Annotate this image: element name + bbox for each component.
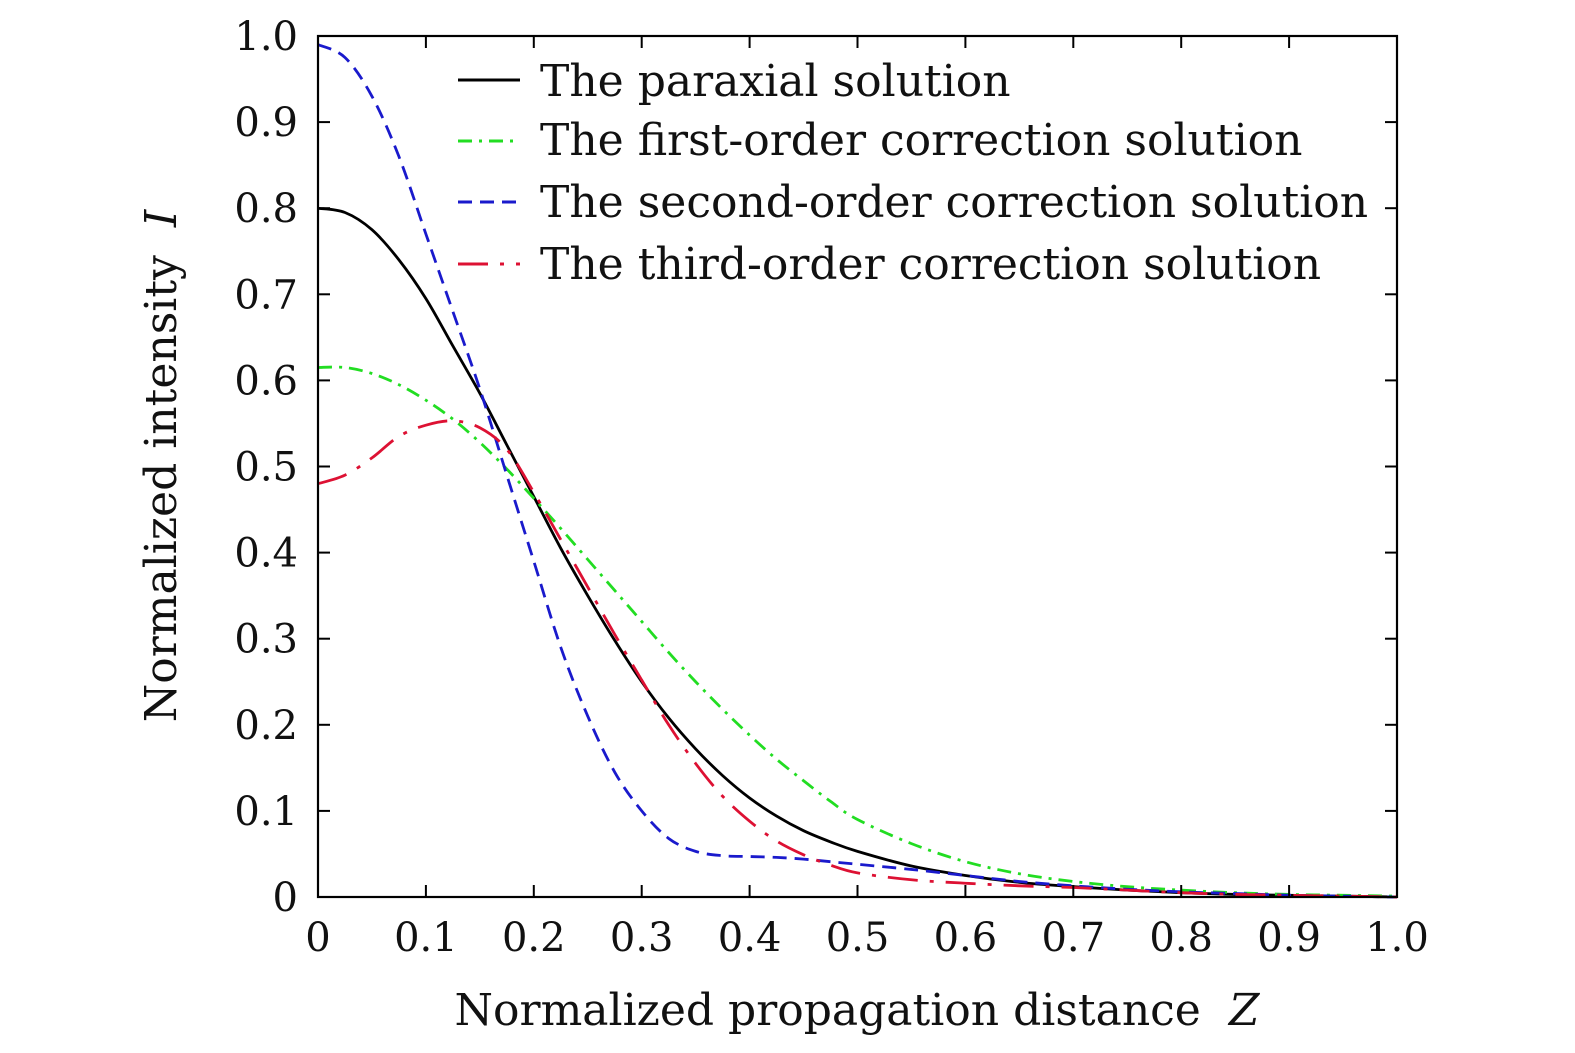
x-axis: 0 0.1 0.2 0.3 0.4 0.5 0.6 0.7 0.8 0.9 1.0	[305, 36, 1429, 961]
plot-area	[317, 43, 1398, 899]
x-tick-label: 0.4	[718, 915, 782, 961]
x-tick-label: 0.8	[1149, 915, 1213, 961]
y-tick-label: 0.2	[234, 703, 298, 749]
x-axis-title-text: Normalized propagation distance	[455, 985, 1201, 1036]
legend-label-third-order: The third-order correction solution	[540, 239, 1321, 290]
y-tick-label: 0.8	[234, 186, 298, 232]
y-tick-label: 0.9	[234, 100, 298, 146]
series-line-first-order	[317, 365, 1398, 898]
x-tick-label: 1.0	[1365, 915, 1429, 961]
y-axis-title: Normalized intensity I	[136, 208, 187, 722]
x-tick-label: 0.1	[394, 915, 458, 961]
y-tick-label: 0.7	[234, 272, 298, 318]
y-tick-label: 0.4	[234, 531, 298, 577]
legend-label-second-order: The second-order correction solution	[540, 177, 1368, 228]
series-line-third-order	[317, 419, 1398, 899]
y-axis-variable: I	[136, 208, 187, 228]
y-tick-label: 0.3	[234, 617, 298, 663]
series-group	[317, 43, 1398, 899]
x-tick-label: 0.5	[826, 915, 890, 961]
y-tick-label: 0	[273, 875, 298, 921]
y-tick-label: 0.5	[234, 445, 298, 491]
x-tick-label: 0.7	[1041, 915, 1105, 961]
y-axis: 0 0.1 0.2 0.3 0.4 0.5 0.6 0.7 0.8 0.9 1.0	[234, 14, 1397, 921]
y-tick-label: 0.6	[234, 358, 298, 404]
series-line-second-order	[317, 43, 1398, 899]
x-tick-label: 0	[305, 915, 330, 961]
y-tick-label: 0.1	[234, 789, 298, 835]
x-tick-label: 0.6	[934, 915, 998, 961]
x-tick-label: 0.3	[610, 915, 674, 961]
x-axis-variable: Z	[1227, 985, 1261, 1036]
x-tick-label: 0.2	[502, 915, 566, 961]
legend: The paraxial solution The first-order co…	[458, 56, 1368, 290]
x-axis-title: Normalized propagation distance Z	[455, 985, 1261, 1036]
y-tick-label: 1.0	[234, 14, 298, 60]
legend-label-first-order: The first-order correction solution	[540, 115, 1302, 166]
y-axis-title-text: Normalized intensity	[136, 255, 187, 722]
legend-label-paraxial: The paraxial solution	[540, 56, 1011, 107]
x-tick-label: 0.9	[1257, 915, 1321, 961]
